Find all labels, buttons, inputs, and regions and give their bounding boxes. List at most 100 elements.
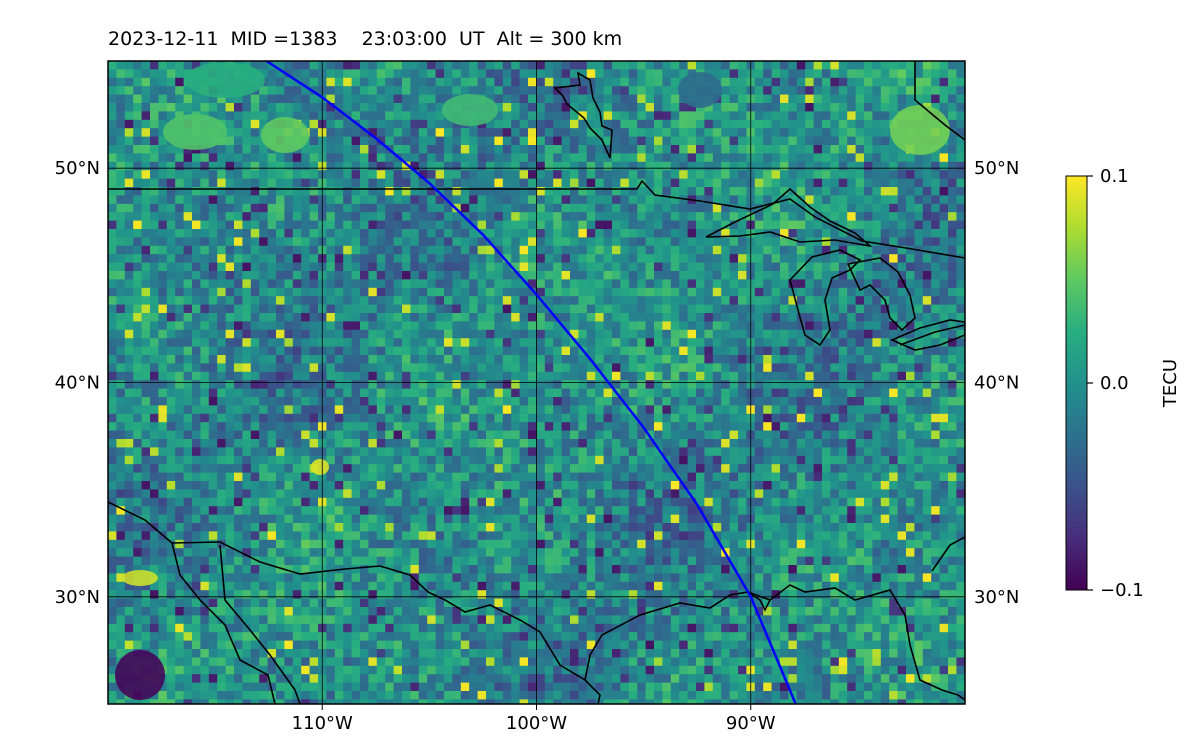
heatmap-cell	[780, 170, 789, 180]
heatmap-cell	[141, 77, 151, 87]
heatmap-cell	[250, 397, 260, 406]
heatmap-cell	[822, 313, 831, 322]
heatmap-cell	[721, 245, 731, 255]
heatmap-cell	[334, 161, 344, 171]
heatmap-cell	[578, 455, 588, 465]
heatmap-cell	[519, 422, 529, 432]
heatmap-cell	[603, 128, 613, 138]
heatmap-cell	[133, 271, 143, 280]
heatmap-cell	[788, 355, 798, 364]
heatmap-cell	[393, 464, 403, 474]
heatmap-cell	[536, 69, 546, 79]
heatmap-cell	[712, 161, 722, 171]
heatmap-cell	[536, 86, 546, 96]
heatmap-cell	[780, 439, 789, 448]
heatmap-cell	[704, 287, 714, 297]
heatmap-cell	[528, 229, 537, 238]
heatmap-cell	[267, 355, 277, 364]
heatmap-cell	[259, 245, 269, 255]
heatmap-cell	[376, 103, 386, 112]
heatmap-cell	[696, 279, 705, 289]
heatmap-cell	[704, 136, 714, 146]
heatmap-cell	[796, 439, 806, 448]
heatmap-cell	[788, 128, 798, 138]
heatmap-cell	[780, 212, 789, 222]
heatmap-cell	[242, 161, 252, 171]
heatmap-cell	[259, 439, 269, 448]
heatmap-cell	[334, 203, 344, 213]
heatmap-cell	[796, 397, 806, 406]
heatmap-cell	[738, 262, 747, 272]
heatmap-cell	[351, 103, 361, 112]
heatmap-cell	[670, 439, 680, 448]
heatmap-cell	[796, 69, 806, 79]
heatmap-cell	[368, 77, 378, 87]
heatmap-cell	[620, 279, 630, 289]
heatmap-cell	[771, 128, 781, 138]
heatmap-cell	[872, 363, 882, 373]
heatmap-cell	[410, 287, 420, 297]
heatmap-cell	[696, 346, 705, 356]
heatmap-cell	[242, 313, 252, 322]
heatmap-cell	[435, 439, 445, 448]
heatmap-cell	[603, 195, 613, 205]
heatmap-cell	[880, 329, 890, 339]
heatmap-cell	[855, 195, 865, 205]
heatmap-cell	[435, 397, 445, 406]
heatmap-cell	[477, 447, 487, 457]
heatmap-cell	[477, 86, 487, 96]
heatmap-cell	[796, 229, 806, 238]
heatmap-cell	[519, 464, 529, 474]
heatmap-cell	[250, 119, 260, 129]
heatmap-cell	[830, 170, 840, 180]
heatmap-cell	[855, 103, 865, 112]
heatmap-cell	[553, 128, 563, 138]
heatmap-cell	[570, 94, 579, 104]
heatmap-cell	[578, 355, 588, 364]
heatmap-cell	[838, 388, 848, 398]
heatmap-cell	[158, 397, 168, 406]
heatmap-cell	[628, 103, 638, 112]
heatmap-cell	[309, 279, 319, 289]
heatmap-cell	[511, 329, 521, 339]
heatmap-cell	[729, 119, 739, 129]
heatmap-cell	[116, 61, 126, 70]
heatmap-cell	[805, 271, 815, 280]
heatmap-cell	[444, 161, 453, 171]
heatmap-cell	[452, 329, 462, 339]
heatmap-cell	[880, 94, 890, 104]
heatmap-cell	[796, 111, 806, 121]
heatmap-cell	[276, 397, 285, 406]
heatmap-cell	[620, 363, 630, 373]
heatmap-cell	[183, 397, 193, 406]
heatmap-cell	[855, 371, 865, 381]
heatmap-cell	[141, 355, 151, 364]
heatmap-cell	[351, 447, 361, 457]
heatmap-cell	[637, 212, 647, 222]
heatmap-cell	[519, 287, 529, 297]
heatmap-cell	[570, 338, 579, 348]
heatmap-cell	[242, 128, 252, 138]
heatmap-cell	[444, 187, 453, 196]
heatmap-cell	[301, 77, 311, 87]
heatmap-cell	[250, 245, 260, 255]
heatmap-cell	[721, 422, 731, 432]
heatmap-cell	[754, 170, 764, 180]
heatmap-cell	[670, 212, 680, 222]
heatmap-cell	[494, 119, 504, 129]
heatmap-cell	[544, 245, 554, 255]
heatmap-cell	[494, 128, 504, 138]
heatmap-cell	[242, 279, 252, 289]
heatmap-cell	[603, 287, 613, 297]
heatmap-cell	[427, 371, 437, 381]
heatmap-cell	[628, 313, 638, 322]
heatmap-cell	[217, 203, 227, 213]
heatmap-cell	[620, 430, 630, 440]
heatmap-cell	[402, 304, 411, 314]
heatmap-cell	[469, 388, 479, 398]
heatmap-cell	[301, 397, 311, 406]
heatmap-cell	[385, 447, 395, 457]
heatmap-cell	[402, 329, 411, 339]
heatmap-cell	[813, 119, 823, 129]
heatmap-cell	[208, 464, 218, 474]
